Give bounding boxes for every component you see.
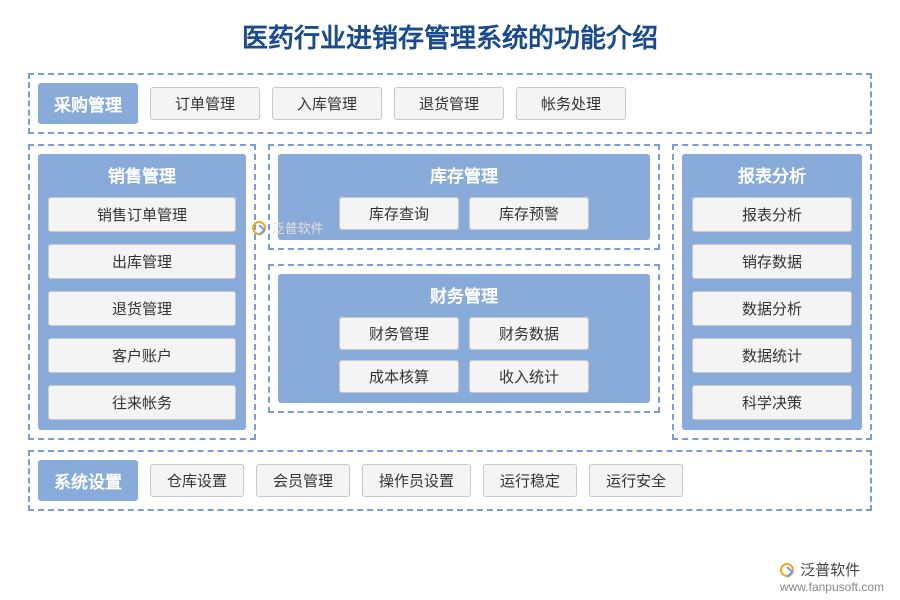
watermark-brand: 泛普软件 bbox=[800, 562, 860, 579]
sales-item: 客户账户 bbox=[48, 338, 236, 373]
purchase-header: 采购管理 bbox=[38, 83, 138, 124]
sales-item: 销售订单管理 bbox=[48, 197, 236, 232]
report-item: 销存数据 bbox=[692, 244, 852, 279]
system-item: 运行安全 bbox=[589, 464, 683, 497]
purchase-section: 采购管理 订单管理 入库管理 退货管理 帐务处理 bbox=[28, 73, 872, 134]
finance-item: 收入统计 bbox=[469, 360, 589, 393]
logo-icon bbox=[780, 563, 794, 577]
purchase-item: 入库管理 bbox=[272, 87, 382, 120]
report-item: 科学决策 bbox=[692, 385, 852, 420]
sales-item: 往来帐务 bbox=[48, 385, 236, 420]
finance-item: 成本核算 bbox=[339, 360, 459, 393]
system-section: 系统设置 仓库设置 会员管理 操作员设置 运行稳定 运行安全 bbox=[28, 450, 872, 511]
middle-row: 销售管理 销售订单管理 出库管理 退货管理 客户账户 往来帐务 库存管理 库存查… bbox=[28, 144, 872, 440]
watermark: 泛普软件 www.fanpusoft.com bbox=[780, 559, 884, 594]
report-header: 报表分析 bbox=[682, 154, 862, 197]
system-item: 运行稳定 bbox=[483, 464, 577, 497]
purchase-item: 帐务处理 bbox=[516, 87, 626, 120]
report-item: 报表分析 bbox=[692, 197, 852, 232]
inventory-header: 库存管理 bbox=[278, 154, 650, 197]
finance-item: 财务数据 bbox=[469, 317, 589, 350]
finance-header: 财务管理 bbox=[278, 274, 650, 317]
system-header: 系统设置 bbox=[38, 460, 138, 501]
finance-item: 财务管理 bbox=[339, 317, 459, 350]
sales-item: 出库管理 bbox=[48, 244, 236, 279]
sales-section: 销售管理 销售订单管理 出库管理 退货管理 客户账户 往来帐务 bbox=[28, 144, 256, 440]
middle-column: 库存管理 库存查询 库存预警 财务管理 财务管理 财务数据 成本核算 收入统计 bbox=[268, 144, 660, 440]
inventory-item: 库存查询 bbox=[339, 197, 459, 230]
system-item: 操作员设置 bbox=[362, 464, 471, 497]
purchase-item: 订单管理 bbox=[150, 87, 260, 120]
page-title: 医药行业进销存管理系统的功能介绍 bbox=[28, 18, 872, 55]
sales-item: 退货管理 bbox=[48, 291, 236, 326]
purchase-item: 退货管理 bbox=[394, 87, 504, 120]
inventory-item: 库存预警 bbox=[469, 197, 589, 230]
system-item: 会员管理 bbox=[256, 464, 350, 497]
finance-section: 财务管理 财务管理 财务数据 成本核算 收入统计 bbox=[268, 264, 660, 413]
sales-header: 销售管理 bbox=[38, 154, 246, 197]
inventory-section: 库存管理 库存查询 库存预警 bbox=[268, 144, 660, 250]
report-section: 报表分析 报表分析 销存数据 数据分析 数据统计 科学决策 bbox=[672, 144, 872, 440]
report-item: 数据分析 bbox=[692, 291, 852, 326]
system-item: 仓库设置 bbox=[150, 464, 244, 497]
watermark-url: www.fanpusoft.com bbox=[780, 580, 884, 594]
report-item: 数据统计 bbox=[692, 338, 852, 373]
